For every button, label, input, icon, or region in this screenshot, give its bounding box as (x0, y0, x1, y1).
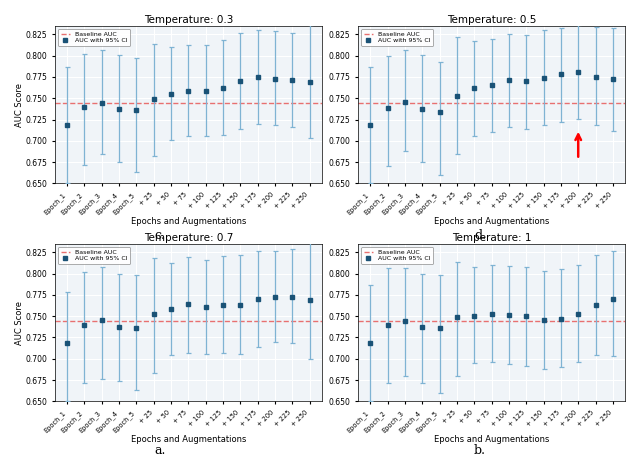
X-axis label: Epochs and Augmentations: Epochs and Augmentations (131, 435, 246, 444)
Legend: Baseline AUC, AUC with 95% CI: Baseline AUC, AUC with 95% CI (58, 247, 130, 264)
X-axis label: Epochs and Augmentations: Epochs and Augmentations (131, 217, 246, 226)
Y-axis label: AUC Score: AUC Score (15, 83, 24, 127)
Legend: Baseline AUC, AUC with 95% CI: Baseline AUC, AUC with 95% CI (362, 247, 433, 264)
Title: Temperature: 0.3: Temperature: 0.3 (143, 15, 233, 25)
Title: Temperature: 1: Temperature: 1 (452, 233, 531, 243)
X-axis label: Epochs and Augmentations: Epochs and Augmentations (434, 217, 549, 226)
Text: d.: d. (474, 229, 486, 242)
Y-axis label: AUC Score: AUC Score (15, 301, 24, 345)
Text: a.: a. (154, 444, 166, 458)
Legend: Baseline AUC, AUC with 95% CI: Baseline AUC, AUC with 95% CI (362, 29, 433, 46)
Text: b.: b. (474, 444, 486, 458)
Title: Temperature: 0.5: Temperature: 0.5 (447, 15, 536, 25)
Text: c.: c. (155, 229, 165, 242)
Title: Temperature: 0.7: Temperature: 0.7 (143, 233, 233, 243)
X-axis label: Epochs and Augmentations: Epochs and Augmentations (434, 435, 549, 444)
Legend: Baseline AUC, AUC with 95% CI: Baseline AUC, AUC with 95% CI (58, 29, 130, 46)
